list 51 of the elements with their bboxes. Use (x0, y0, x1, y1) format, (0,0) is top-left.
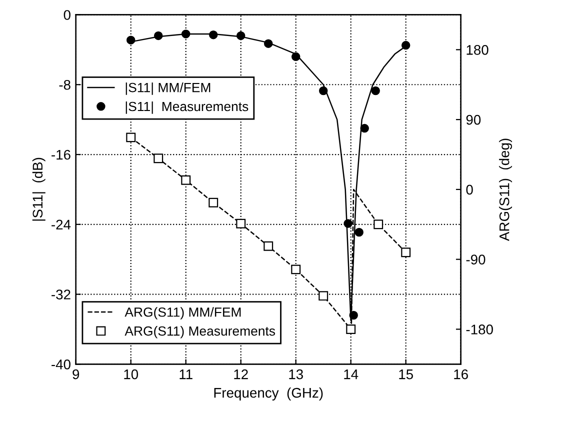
y-axis-title: |S11| (dB) (32, 158, 46, 221)
x-tick-label: 11 (180, 370, 192, 380)
point (318, 86, 328, 96)
x-tick-label: 12 (234, 369, 248, 380)
point (126, 36, 136, 44)
y-tick-label: -40 (52, 360, 70, 370)
point (181, 30, 190, 38)
y-tick-label: -24 (52, 220, 71, 230)
point (154, 31, 163, 40)
point (346, 324, 356, 334)
point (264, 241, 274, 251)
legend-label: ARG(S11) MM/FEM (124, 307, 241, 320)
point (344, 219, 352, 228)
point (264, 39, 273, 48)
point (154, 154, 164, 164)
y2-tick-label: 180 (466, 45, 488, 55)
point (354, 228, 364, 237)
y2-tick-label: -180 (466, 324, 493, 334)
point (291, 264, 301, 274)
point (349, 310, 358, 320)
point (181, 175, 191, 185)
y2-tick-label: -90 (466, 254, 486, 265)
point (401, 40, 410, 50)
point (374, 220, 384, 230)
point (236, 218, 246, 228)
point (208, 198, 218, 208)
point (236, 31, 246, 40)
point (318, 291, 328, 301)
y2-tick-label: 90 (466, 114, 481, 125)
x-tick-label: 15 (399, 370, 413, 380)
y2-axis-title: ARG(S11) (deg) (499, 138, 512, 242)
x-tick-label: 13 (289, 369, 303, 380)
legend-label: |S11| Measurements (126, 101, 248, 114)
x-tick-label: 9 (72, 369, 80, 380)
point (126, 132, 136, 142)
point (208, 30, 218, 40)
x-tick-label: 10 (124, 369, 138, 380)
point (401, 248, 411, 258)
point (291, 52, 300, 62)
legend-label: ARG(S11) Measurements (124, 326, 276, 338)
x-axis-title: Frequency (GHz) (214, 388, 323, 400)
y-tick-label: -8 (59, 80, 70, 90)
legend-label: |S11| MM/FEM (126, 82, 210, 95)
y-tick-label: -32 (52, 290, 70, 300)
x-tick-label: 16 (454, 369, 468, 380)
x-tick-label: 14 (344, 370, 358, 380)
point (371, 86, 380, 96)
y-tick-label: -16 (52, 150, 70, 160)
y2-tick-label: 0 (466, 184, 473, 195)
point (360, 124, 369, 133)
y-tick-label: 0 (64, 10, 70, 20)
